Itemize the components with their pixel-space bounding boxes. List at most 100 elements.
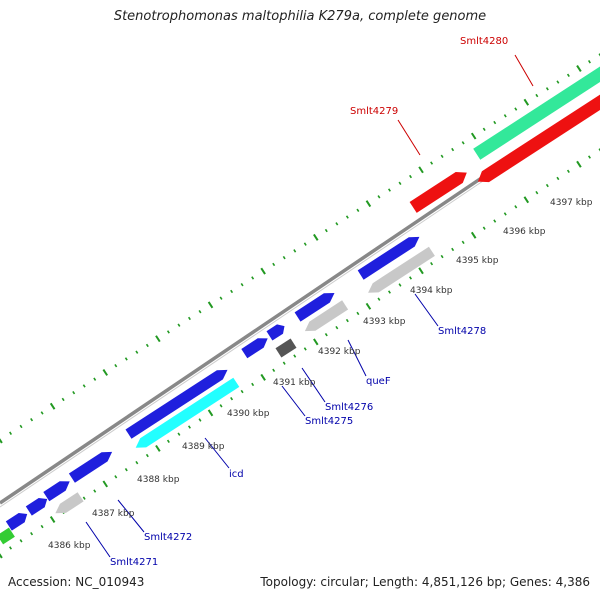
- guide-dot: [587, 155, 591, 159]
- guide-dot: [493, 219, 497, 223]
- guide-dot: [72, 391, 76, 395]
- guide-dot: [260, 373, 266, 381]
- guide-dot: [207, 301, 214, 309]
- guide-dot: [40, 411, 44, 415]
- gene-arrow: [55, 492, 84, 514]
- guide-dot: [282, 255, 286, 260]
- tick-label: 4391 kbp: [273, 378, 316, 388]
- gene-features: [0, 66, 600, 545]
- guide-dot: [293, 354, 297, 358]
- guide-dot: [313, 338, 319, 346]
- guide-dot: [451, 147, 455, 152]
- guide-dot: [535, 93, 539, 98]
- guide-dot: [93, 377, 97, 381]
- guide-dot: [587, 60, 591, 64]
- genome-summary-text: Topology: circular; Length: 4,851,126 bp…: [260, 575, 590, 589]
- guide-dot: [19, 539, 23, 543]
- guide-dot: [493, 120, 497, 125]
- tick-label: 4394 kbp: [410, 286, 453, 296]
- gene-arrow: [368, 246, 435, 293]
- guide-dot: [40, 524, 44, 529]
- guide-dot: [282, 361, 286, 365]
- guide-dot: [135, 350, 139, 354]
- guide-dot: [82, 496, 86, 500]
- label-leader: [514, 54, 534, 87]
- guide-dot: [230, 289, 234, 294]
- guide-dot: [124, 357, 128, 361]
- guide-dot: [49, 402, 56, 410]
- tick-label: 4387 kbp: [92, 509, 135, 519]
- guide-dot: [365, 302, 372, 310]
- label-leader: [85, 521, 111, 558]
- gene-arrow: [5, 513, 28, 531]
- guide-dot: [49, 515, 56, 523]
- label-leader: [414, 293, 439, 327]
- guide-dot: [398, 181, 402, 186]
- guide-dot: [576, 160, 582, 168]
- gene-pseudo: [275, 338, 297, 358]
- guide-dot: [461, 141, 465, 145]
- tick-label: 4389 kbp: [182, 442, 225, 452]
- guide-dot: [545, 183, 549, 188]
- guide-dot: [535, 190, 539, 195]
- tick-label: 4393 kbp: [363, 317, 406, 327]
- guide-dot: [187, 425, 191, 429]
- guide-dot: [470, 132, 477, 140]
- guide-dot: [430, 261, 434, 266]
- gene-green-edge: [0, 527, 15, 545]
- guide-dot: [576, 65, 582, 72]
- guide-dot: [356, 311, 360, 316]
- guide-dot: [514, 107, 518, 111]
- inner-dotted-guide: [0, 148, 600, 559]
- guide-dot: [598, 53, 600, 57]
- guide-dot: [219, 404, 223, 408]
- tick-label: 4397 kbp: [550, 198, 593, 208]
- guide-dot: [324, 333, 328, 337]
- gene-label: Smlt4275: [305, 416, 353, 427]
- label-leader: [281, 385, 306, 417]
- label-leader: [204, 437, 230, 469]
- gene-label: Smlt4278: [438, 326, 486, 337]
- guide-dot: [418, 166, 424, 174]
- guide-dot: [461, 240, 465, 245]
- guide-dot: [251, 276, 255, 280]
- guide-dot: [523, 98, 530, 106]
- tick-label: 4390 kbp: [227, 409, 270, 419]
- guide-dot: [303, 242, 307, 246]
- guide-dot: [313, 233, 319, 241]
- guide-dot: [177, 432, 181, 436]
- gene-arrow: [25, 498, 48, 516]
- gene-arrow: [125, 369, 228, 439]
- guide-dot: [440, 154, 444, 159]
- guide-dot: [324, 228, 328, 233]
- tick-label: 4395 kbp: [456, 256, 499, 266]
- guide-dot: [387, 188, 391, 192]
- guide-dot: [503, 114, 507, 118]
- guide-dot: [377, 195, 381, 199]
- guide-dot: [293, 249, 297, 253]
- guide-dot: [124, 468, 128, 472]
- guide-dot: [556, 176, 560, 181]
- guide-dot: [207, 409, 214, 417]
- gene-label: Smlt4279: [350, 106, 398, 117]
- guide-dot: [198, 309, 202, 314]
- guide-dot: [409, 174, 413, 179]
- guide-dot: [272, 368, 276, 372]
- guide-dot: [166, 439, 170, 444]
- tick-label: 4396 kbp: [503, 227, 546, 237]
- gene-label: queF: [366, 376, 391, 387]
- guide-dot: [345, 215, 349, 219]
- guide-dot: [545, 87, 549, 91]
- guide-dot: [598, 148, 600, 152]
- guide-dot: [335, 222, 339, 226]
- guide-dot: [345, 318, 349, 323]
- guide-dot: [30, 531, 34, 536]
- guide-dot: [166, 330, 170, 334]
- guide-dot: [482, 127, 486, 131]
- tick-label: 4388 kbp: [137, 475, 180, 485]
- gene-label: Smlt4272: [144, 532, 192, 543]
- guide-dot: [0, 438, 3, 444]
- guide-dot: [566, 169, 570, 174]
- guide-dot: [251, 382, 255, 387]
- guide-dot: [303, 347, 307, 351]
